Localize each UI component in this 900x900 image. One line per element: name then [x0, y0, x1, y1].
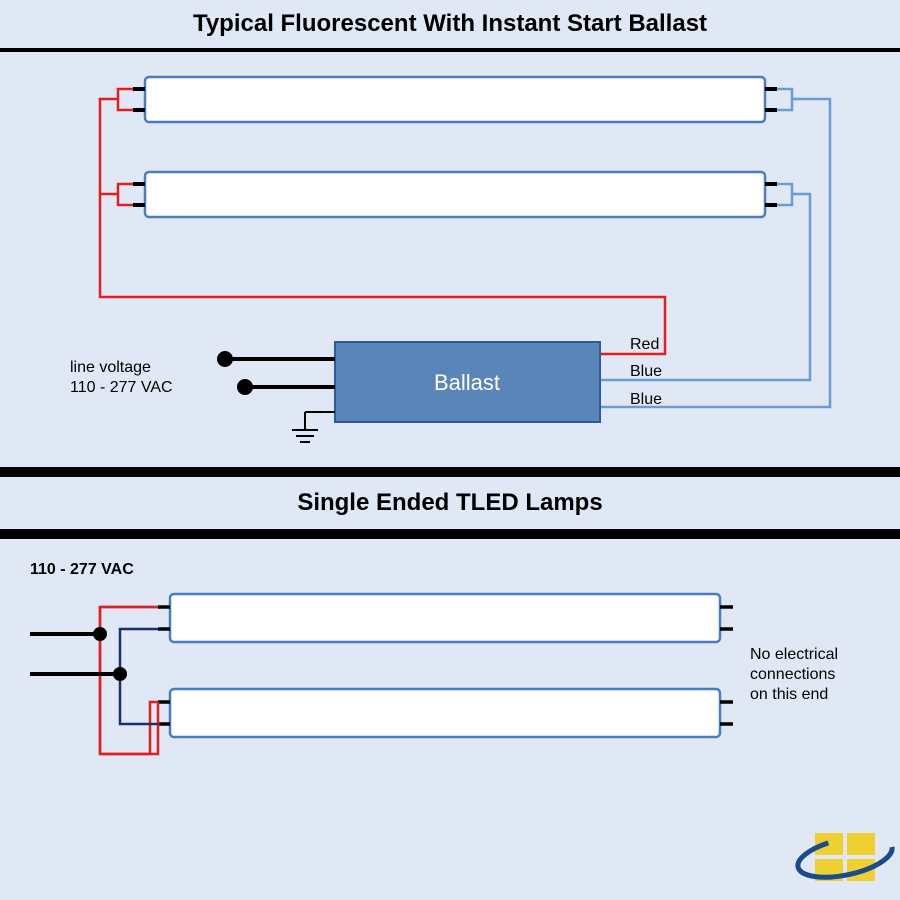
red-wire-label: Red [630, 336, 659, 353]
ballast-label: Ballast [434, 370, 500, 395]
no-conn-3: on this end [750, 686, 828, 703]
section1-title: Typical Fluorescent With Instant Start B… [0, 0, 900, 48]
blue-wire-label-1: Blue [630, 363, 662, 380]
no-conn-2: connections [750, 666, 835, 683]
separator-3 [0, 529, 900, 539]
logo-icon [775, 815, 895, 895]
voltage-label-2: 110 - 277 VAC [30, 561, 134, 578]
diagram-2: 110 - 277 VAC No electrical connections … [0, 539, 900, 869]
no-conn-1: No electrical [750, 646, 838, 663]
line-voltage-label-1: line voltage [70, 359, 151, 376]
diagram-1: Ballast Red Blue Blue line voltage 110 -… [0, 52, 900, 467]
separator-2 [0, 467, 900, 477]
line-voltage-label-2: 110 - 277 VAC [70, 379, 173, 396]
section2-title: Single Ended TLED Lamps [0, 477, 900, 529]
blue-wire-label-2: Blue [630, 391, 662, 408]
